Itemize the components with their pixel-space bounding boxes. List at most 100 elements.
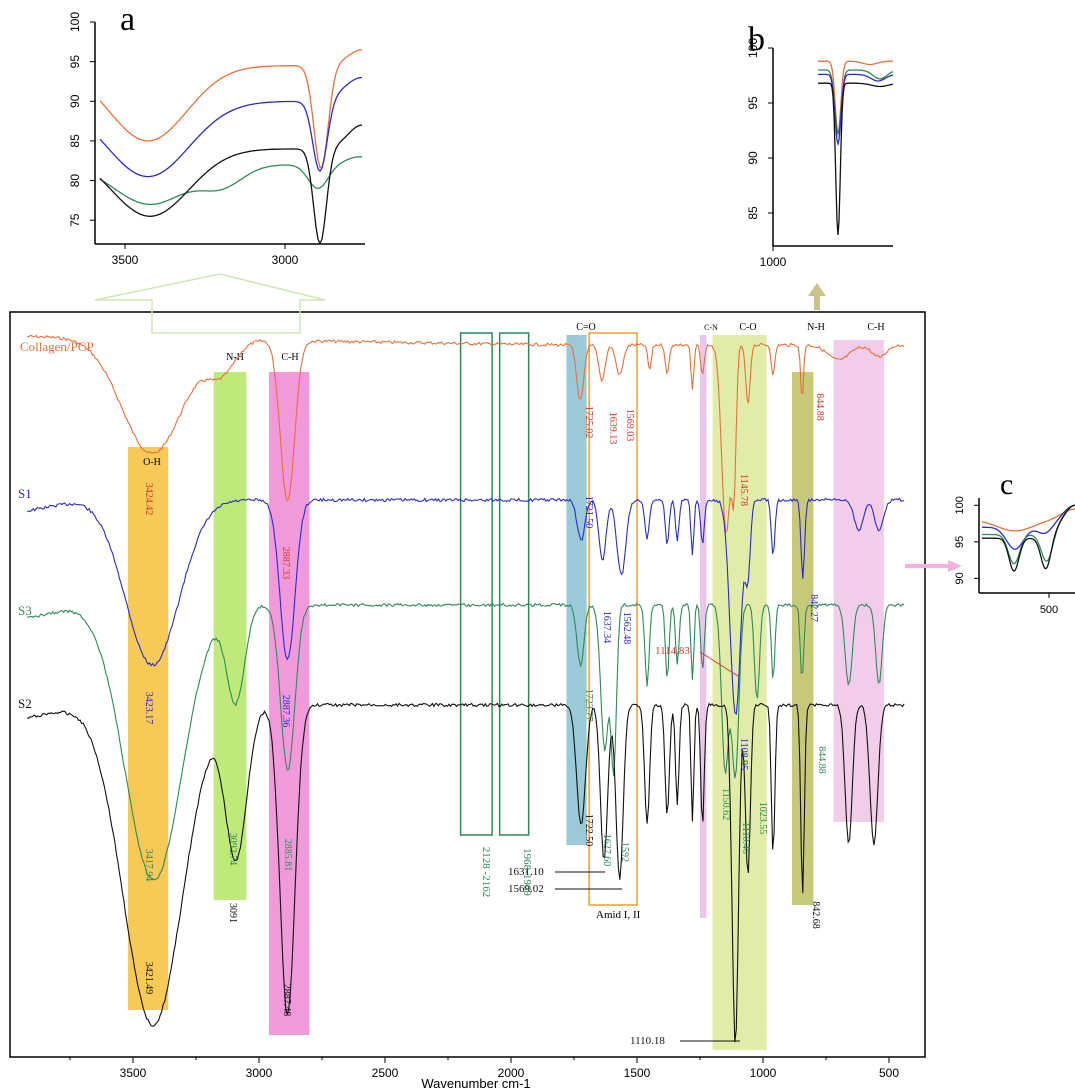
inset-y-tick-label: 90 xyxy=(746,151,760,165)
x-tick-label: 500 xyxy=(879,1066,899,1080)
main-plot-frame xyxy=(9,311,926,1058)
inset-spectrum-line xyxy=(982,504,1075,572)
spectrum-line-s1 xyxy=(26,497,905,716)
series-label-s2: S2 xyxy=(18,696,32,711)
peak-label: 2887.48 xyxy=(281,984,292,1017)
peak-label: 1631.10 xyxy=(508,866,544,878)
band-highlight xyxy=(833,340,884,822)
band-highlight xyxy=(269,372,310,1035)
band-label-nh1: N-H xyxy=(226,352,244,363)
peak-label: 1723.77 xyxy=(583,689,594,722)
band-label-oh: O-H xyxy=(143,457,161,468)
inset-y-tick-label: 100 xyxy=(954,496,966,514)
peak-label: 1637.34 xyxy=(601,611,612,644)
peak-label: 2887.36 xyxy=(280,695,291,728)
peak-label: 1114.83 xyxy=(655,645,690,657)
band-highlight xyxy=(213,372,247,900)
inset-spectrum-line xyxy=(818,60,893,133)
band-label-ch1: C-H xyxy=(281,352,298,363)
panel-label-a: a xyxy=(120,1,135,38)
spectrum-line-s2 xyxy=(27,702,905,1043)
inset-y-tick-label: 90 xyxy=(954,572,966,584)
x-tick-label: 1000 xyxy=(750,1066,777,1080)
peak-label: 2885.81 xyxy=(282,839,293,872)
peak-label: 844.88 xyxy=(814,393,825,421)
inset-a-pointer-arrow xyxy=(94,273,326,334)
peak-label: 1569.03 xyxy=(624,409,635,442)
main-x-axis: 3500 3000 2500 2000 1500 1000 500 xyxy=(69,1057,899,1080)
peak-label: 3092.74 xyxy=(227,833,238,866)
peak-label: 1627.60 xyxy=(601,834,612,867)
panel-label-b: b xyxy=(748,21,765,58)
panel-label-c: c xyxy=(1000,468,1013,501)
inset-b-pointer-arrow xyxy=(808,283,826,310)
peak-label: 3091 xyxy=(227,903,238,923)
band-label-ch2: C-H xyxy=(867,322,884,333)
peak-label: 1721.50 xyxy=(583,496,594,529)
inset-x-tick-label: 3500 xyxy=(112,253,139,267)
band-highlights xyxy=(127,332,884,1050)
inset-y-tick-label: 90 xyxy=(68,94,82,108)
band-label-co: C-O xyxy=(739,322,756,333)
band-boxes xyxy=(459,332,530,836)
inset-y-tick-label: 95 xyxy=(746,96,760,110)
inset-spectrum-line xyxy=(818,82,894,236)
spectra-lines xyxy=(26,334,905,1043)
peak-label: 1150.62 xyxy=(720,788,731,820)
box-region-label: 1968-1969 xyxy=(521,848,533,896)
spectrum-line-collagen-pcp xyxy=(27,334,905,535)
inset-y-tick-label: 100 xyxy=(746,38,760,58)
annotation-arrows xyxy=(555,651,740,1042)
amid-box xyxy=(588,332,638,906)
inset-x-tick-label: 3000 xyxy=(272,253,299,267)
band-label-cn: C-N xyxy=(704,323,718,332)
peak-label: 1722.50 xyxy=(583,814,594,847)
peak-label: 3421.49 xyxy=(143,962,154,995)
inset-b: 100 95 90 85 1000 xyxy=(746,38,894,269)
inset-spectrum-line xyxy=(818,69,894,136)
inset-spectrum-line xyxy=(99,156,363,206)
inset-c-pointer-arrow xyxy=(905,560,962,572)
peak-label: 1569.02 xyxy=(508,883,544,895)
band-box xyxy=(459,332,493,836)
band-highlight xyxy=(700,335,707,918)
series-label-s3: S3 xyxy=(18,603,32,618)
inset-spectrum-line xyxy=(818,73,894,147)
inset-a: 100 95 90 85 80 75 3500 3000 xyxy=(68,12,365,267)
inset-y-tick-label: 85 xyxy=(746,206,760,220)
peak-label: 2887.33 xyxy=(280,547,291,580)
inset-y-tick-label: 95 xyxy=(954,536,966,548)
series-label-collagen-pcp: Collagen/PCP xyxy=(20,339,94,354)
peak-labels: 3424.42 2887.33 1725.02 1639.13 1569.03 … xyxy=(143,393,827,1047)
inset-spectrum-line xyxy=(982,504,1075,550)
peak-label: 1725.02 xyxy=(583,406,594,439)
inset-y-tick-label: 75 xyxy=(68,213,82,227)
peak-label: 842.27 xyxy=(808,594,819,622)
inset-x-tick-label: 500 xyxy=(1040,604,1058,616)
peak-label: 3417.94 xyxy=(143,849,154,882)
peak-label: 844.88 xyxy=(816,746,827,774)
inset-x-tick-label: 1000 xyxy=(760,255,787,269)
band-label-co-double: C=O xyxy=(576,322,596,333)
band-highlight xyxy=(791,372,814,905)
peak-label: 1145.78 xyxy=(738,474,749,506)
inset-y-tick-label: 80 xyxy=(68,174,82,188)
peak-label: 842.68 xyxy=(810,901,821,929)
spectrum-line-s3 xyxy=(27,602,905,881)
peak-label: 1592 xyxy=(619,842,630,862)
inset-spectrum-line xyxy=(99,124,363,246)
inset-y-tick-label: 100 xyxy=(68,12,82,32)
amid-label: Amid I, II xyxy=(596,909,641,921)
peak-label: 1562.48 xyxy=(621,612,632,645)
peak-label: 3423.17 xyxy=(143,692,154,725)
inset-spectrum-line xyxy=(99,76,363,178)
x-axis-label: Wavenumber cm-1 xyxy=(421,1076,530,1091)
series-label-s1: S1 xyxy=(18,486,32,501)
peak-label: 3424.42 xyxy=(143,483,154,516)
x-tick-label: 3000 xyxy=(246,1066,273,1080)
peak-label: 1110.18 xyxy=(630,1035,665,1047)
inset-y-tick-label: 95 xyxy=(68,55,82,69)
peak-label: 1639.13 xyxy=(607,412,618,445)
x-tick-label: 1500 xyxy=(624,1066,651,1080)
